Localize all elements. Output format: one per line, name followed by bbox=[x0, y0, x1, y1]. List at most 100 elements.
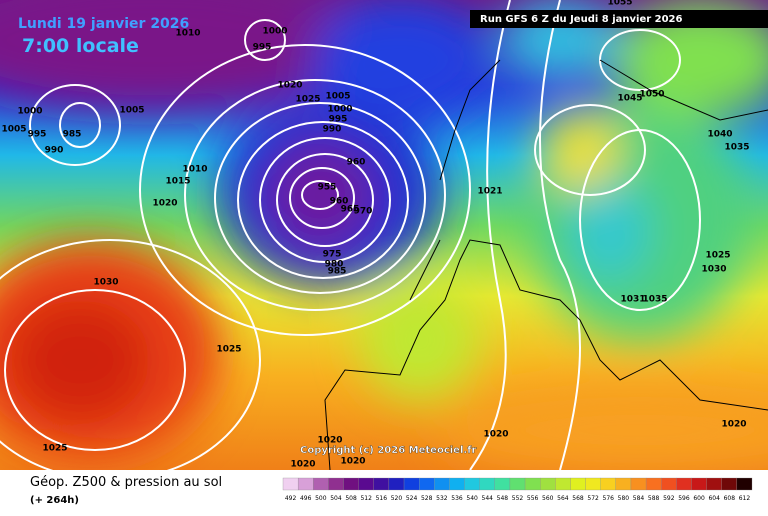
run-info: Run GFS 6 Z du Jeudi 8 janvier 2026 bbox=[480, 14, 683, 25]
isobar-label: 1000 bbox=[327, 105, 352, 115]
isobar-label: 1020 bbox=[277, 81, 302, 91]
legend-swatch bbox=[736, 477, 753, 491]
legend-subtitle: (+ 264h) bbox=[30, 495, 79, 506]
isobars bbox=[0, 0, 700, 480]
copyright: Copyright (c) 2026 Meteociel.fr bbox=[300, 445, 477, 456]
isobar-label: 1020 bbox=[340, 457, 365, 467]
legend-label: 504 bbox=[330, 495, 342, 502]
isobar-label: 1025 bbox=[705, 251, 730, 261]
legend-swatch bbox=[494, 477, 511, 491]
isobar-label: 995 bbox=[329, 115, 348, 125]
legend-label: 612 bbox=[739, 495, 751, 502]
legend-label: 512 bbox=[360, 495, 372, 502]
legend-swatch bbox=[615, 477, 632, 491]
isobar-label: 1005 bbox=[1, 125, 26, 135]
legend-swatch bbox=[630, 477, 647, 491]
legend-swatch bbox=[328, 477, 344, 491]
legend-swatch bbox=[706, 477, 722, 491]
isobar-label: 955 bbox=[318, 183, 337, 193]
legend-swatch bbox=[540, 477, 556, 491]
legend-label: 500 bbox=[315, 495, 327, 502]
isobar-label: 975 bbox=[323, 250, 342, 260]
coastlines bbox=[324, 59, 768, 470]
legend-label: 532 bbox=[436, 495, 448, 502]
legend-label: 516 bbox=[376, 495, 388, 502]
isobar-label: 960 bbox=[330, 197, 349, 207]
isobar-label: 1020 bbox=[317, 436, 342, 446]
isobar-label: 965 bbox=[341, 205, 360, 215]
legend-swatch bbox=[358, 477, 374, 491]
legend-label: 572 bbox=[587, 495, 599, 502]
legend-label: 556 bbox=[527, 495, 539, 502]
legend-swatch bbox=[585, 477, 601, 491]
legend-label: 588 bbox=[648, 495, 660, 502]
isobar-label: 990 bbox=[45, 146, 64, 156]
legend-label: 528 bbox=[421, 495, 433, 502]
isobar-label: 1045 bbox=[617, 94, 642, 104]
isobar-label: 1025 bbox=[216, 345, 241, 355]
legend-label: 600 bbox=[693, 495, 705, 502]
legend-label: 596 bbox=[678, 495, 690, 502]
isobar-label: 995 bbox=[28, 130, 47, 140]
isobar-label: 1035 bbox=[724, 143, 749, 153]
legend-swatch bbox=[661, 477, 677, 491]
legend-swatch bbox=[403, 477, 420, 491]
isobar-label: 990 bbox=[323, 125, 342, 135]
legend-swatch bbox=[373, 477, 390, 491]
isobar-label: 995 bbox=[253, 43, 272, 53]
legend-swatch bbox=[721, 477, 738, 491]
legend-label: 536 bbox=[451, 495, 463, 502]
legend-label: 580 bbox=[618, 495, 630, 502]
legend-swatch bbox=[645, 477, 662, 491]
legend-label: 560 bbox=[542, 495, 554, 502]
run-banner bbox=[470, 10, 768, 28]
isobar-label: 1040 bbox=[707, 130, 732, 140]
legend-label: 520 bbox=[391, 495, 403, 502]
isobar-label: 1030 bbox=[701, 265, 726, 275]
map-field bbox=[0, 0, 768, 480]
isobar-label: 970 bbox=[354, 207, 373, 217]
isobar-label: 985 bbox=[63, 130, 82, 140]
legend-swatch bbox=[509, 477, 526, 491]
isobar-label: 1015 bbox=[165, 177, 190, 187]
isobar-label: 1031 bbox=[620, 295, 645, 305]
legend-label: 608 bbox=[724, 495, 736, 502]
isobar-label: 1030 bbox=[93, 278, 118, 288]
legend-label: 552 bbox=[512, 495, 524, 502]
isobar-label: 1020 bbox=[483, 430, 508, 440]
isobar-label: 1005 bbox=[119, 106, 144, 116]
legend-swatch bbox=[313, 477, 329, 491]
isobar-label: 1005 bbox=[325, 92, 350, 102]
isobar-label: 960 bbox=[347, 158, 366, 168]
legend-label: 576 bbox=[603, 495, 615, 502]
legend-swatch bbox=[524, 477, 541, 491]
isobar-label: 1020 bbox=[721, 420, 746, 430]
isobar-label: 1025 bbox=[42, 444, 67, 454]
legend-swatch bbox=[282, 477, 299, 491]
legend-label: 508 bbox=[345, 495, 357, 502]
legend-label: 568 bbox=[572, 495, 584, 502]
legend-swatch bbox=[600, 477, 616, 491]
legend-swatch bbox=[297, 477, 314, 491]
isobar-label: 1000 bbox=[262, 27, 287, 37]
legend-swatch bbox=[434, 477, 450, 491]
legend-swatch bbox=[555, 477, 571, 491]
legend-label: 592 bbox=[663, 495, 675, 502]
isobar-label: 1020 bbox=[152, 199, 177, 209]
legend-label: 548 bbox=[497, 495, 509, 502]
isobar-label: 1050 bbox=[639, 90, 664, 100]
legend-label: 604 bbox=[708, 495, 720, 502]
legend-label: 584 bbox=[633, 495, 645, 502]
isobar-label: 985 bbox=[328, 267, 347, 277]
legend-swatch bbox=[479, 477, 495, 491]
isobar-label: 1000 bbox=[17, 107, 42, 117]
isobar-label: 1055 bbox=[607, 0, 632, 8]
isobar-label: 1025 bbox=[295, 95, 320, 105]
legend-swatch bbox=[449, 477, 465, 491]
legend-label: 540 bbox=[466, 495, 478, 502]
legend-label: 544 bbox=[482, 495, 494, 502]
forecast-date: Lundi 19 janvier 2026 bbox=[18, 16, 189, 32]
legend-panel bbox=[0, 470, 768, 512]
legend-label: 524 bbox=[406, 495, 418, 502]
